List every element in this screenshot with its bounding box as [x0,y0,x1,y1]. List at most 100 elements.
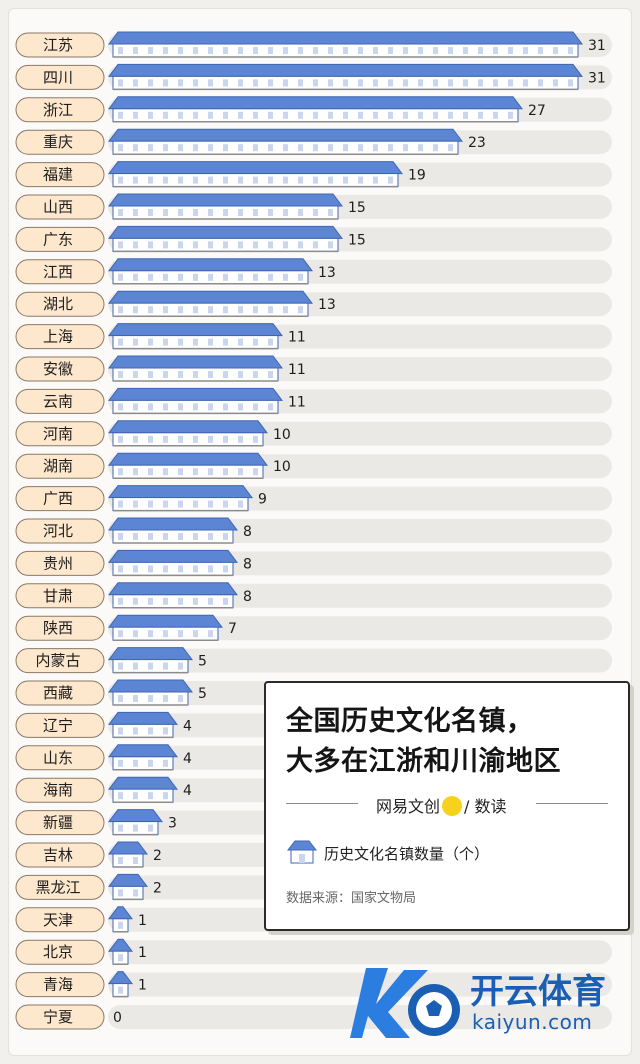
category-label-bg [15,486,105,512]
category-label: 山西 [43,198,73,216]
category-label-bg [15,388,105,414]
bar [108,96,523,123]
bar [108,193,343,220]
category-label: 上海 [43,328,73,346]
value-label: 10 [273,459,291,475]
bar-row: 安徽 11 [15,355,612,382]
category-label-bg [15,648,105,674]
category-label: 甘肃 [43,587,73,605]
bar [108,387,283,415]
category-label-bg [15,972,105,998]
bar [108,517,238,544]
category-label-bg [15,550,105,576]
watermark-text: 开云体育 [470,972,606,1012]
bar-track [108,519,612,543]
value-label: 1 [138,945,147,961]
bar-row: 四川 31 [15,63,612,91]
category-label: 四川 [43,68,73,86]
bar-row: 甘肃 8 [15,582,612,609]
brand-dot-icon [442,795,463,816]
value-label: 8 [243,589,252,605]
bar [108,647,193,674]
bar-row: 北京 1 [15,938,612,965]
bar [108,485,253,512]
bar-row: 河北 8 [15,517,612,544]
category-label: 重庆 [43,133,73,151]
category-label-bg [15,97,105,123]
category-label: 江苏 [43,36,73,54]
value-label: 1 [138,978,147,994]
bar-row: 河南 10 [15,420,612,447]
bar [108,582,238,609]
value-label: 11 [288,394,306,410]
category-label: 北京 [43,943,73,961]
category-label-bg [15,324,105,350]
bar [108,452,268,479]
category-label: 陕西 [43,619,73,637]
category-label-bg [15,421,105,447]
brand-row: 网易文创 / 数读 [286,791,608,817]
category-label: 河北 [43,522,73,540]
category-label: 安徽 [43,360,73,378]
bar-row: 湖南 10 [15,452,612,479]
category-label: 内蒙古 [35,652,80,670]
bar-track [108,583,612,608]
bar-row: 浙江 27 [15,96,612,123]
value-label: 8 [243,524,252,540]
bar [108,258,313,285]
category-label: 宁夏 [43,1008,73,1026]
bar [108,809,163,836]
chart-title-line1: 全国历史文化名镇， [286,706,534,737]
bar [108,225,343,253]
category-label-bg [15,226,105,252]
category-label: 西藏 [43,684,73,702]
category-label: 江西 [43,263,73,281]
bar [108,711,178,739]
category-label-bg [15,518,105,544]
category-label: 天津 [43,911,73,929]
bar [108,906,133,933]
category-label-bg [15,615,105,641]
bar [108,355,283,382]
value-label: 4 [183,751,192,767]
category-label-bg [15,129,105,155]
value-label: 5 [198,654,207,670]
value-label: 1 [138,913,147,929]
chart-title-line2: 大多在江浙和川渝地区 [286,746,561,777]
bar-row: 上海 11 [15,323,612,350]
brand-right: / 数读 [464,797,507,816]
house-icon [286,840,318,864]
value-label: 11 [288,362,306,378]
category-label-bg [15,583,105,609]
category-label: 海南 [43,781,73,799]
divider-left [286,803,358,804]
category-label: 贵州 [43,554,73,572]
value-label: 3 [168,816,177,832]
category-label-bg [15,453,105,479]
category-label-bg [15,842,105,868]
bar-row: 山西 15 [15,193,612,220]
category-label-bg [15,777,105,803]
brand-logo: 网易文创 / 数读 [376,793,507,818]
category-label-bg [15,291,105,317]
category-label: 广东 [43,230,73,248]
bar-row: 湖北 13 [15,290,612,317]
watermark: 开云体育 kaiyun.com [348,960,632,1044]
value-label: 2 [153,880,162,896]
brand-mid: 文创 [408,797,441,816]
bar-track [108,972,612,997]
bar-row: 江西 13 [15,258,612,285]
info-card: 全国历史文化名镇， 大多在江浙和川渝地区 网易文创 / 数读 历史文化名镇数量（个… [264,681,630,931]
value-label: 7 [228,621,237,637]
bar [108,31,583,58]
category-label: 河南 [43,425,73,443]
bar-row: 广东 15 [15,225,612,253]
category-label-bg [15,745,105,771]
value-label: 19 [408,168,426,184]
bar [108,128,463,155]
data-source: 数据来源：国家文物局 [286,891,417,906]
watermark-logo-icon [350,968,460,1038]
category-label-bg [15,194,105,220]
bar-track [108,551,612,576]
bar [108,614,223,641]
